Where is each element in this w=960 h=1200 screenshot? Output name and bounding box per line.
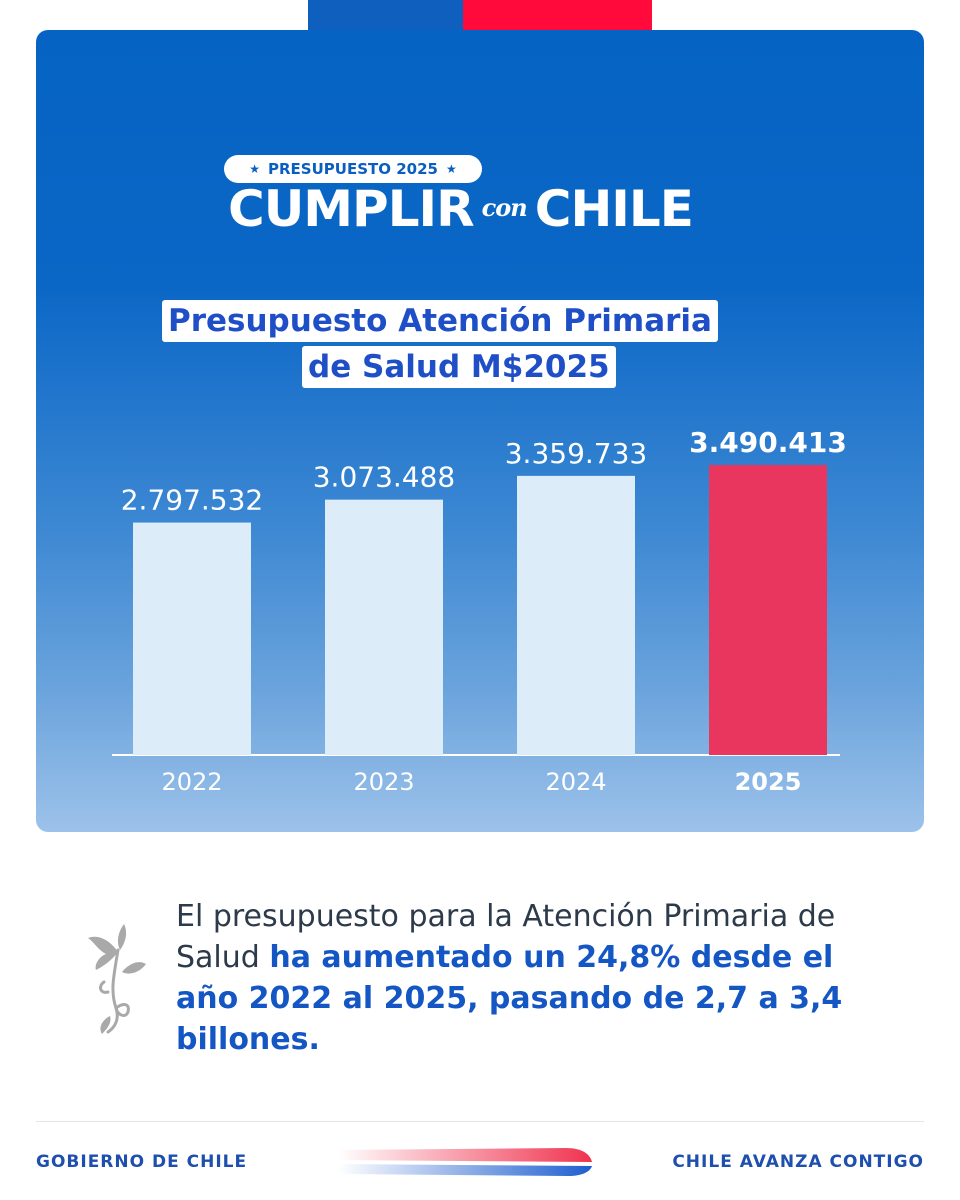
government-swoosh-logo xyxy=(338,1148,592,1176)
data-label-2025: 3.490.413 xyxy=(689,426,847,459)
x-tick-label-2022: 2022 xyxy=(161,768,222,796)
footer-slogan: CHILE AVANZA CONTIGO xyxy=(672,1152,924,1172)
bar-2022 xyxy=(133,522,251,755)
footnote-highlight: ha aumentado un 24,8% desde el año 2022 … xyxy=(176,940,843,1057)
badge-label: PRESUPUESTO 2025 xyxy=(268,160,438,178)
x-tick-label-2025: 2025 xyxy=(735,768,802,796)
bar-2025 xyxy=(709,465,827,755)
bar-2024 xyxy=(517,475,635,755)
data-label-2022: 2.797.532 xyxy=(121,484,264,517)
data-label-2023: 3.073.488 xyxy=(313,461,456,494)
flag-blue-segment xyxy=(308,0,463,30)
logo-word-right: CHILE xyxy=(534,180,694,238)
footnote-plain: El presupuesto para la Atención Primaria… xyxy=(176,899,836,975)
star-icon: ★ xyxy=(249,162,261,176)
footer-government-label: GOBIERNO DE CHILE xyxy=(36,1152,248,1172)
bar-2023 xyxy=(325,499,443,755)
x-tick-label-2023: 2023 xyxy=(353,768,414,796)
budget-badge: ★ PRESUPUESTO 2025 ★ xyxy=(224,155,482,183)
star-icon: ★ xyxy=(445,162,457,176)
campaign-logo: CUMPLIR con CHILE xyxy=(228,180,694,242)
copihue-flower-icon xyxy=(88,924,146,1034)
footer-divider xyxy=(36,1121,924,1122)
flag-red-segment xyxy=(463,0,652,30)
logo-word-con: con xyxy=(481,193,528,222)
data-label-2024: 3.359.733 xyxy=(505,437,648,470)
top-flag-stripe xyxy=(308,0,652,30)
chart-title-line-2: de Salud M$2025 xyxy=(302,346,616,388)
logo-word-left: CUMPLIR xyxy=(228,180,475,238)
footnote-text: El presupuesto para la Atención Primaria… xyxy=(176,896,896,1060)
chart-title-line-1: Presupuesto Atención Primaria xyxy=(162,300,718,342)
x-tick-label-2024: 2024 xyxy=(545,768,606,796)
bar-chart: 2.797.532 2022 3.073.488 2023 3.359.733 2024 3… xyxy=(112,426,847,796)
